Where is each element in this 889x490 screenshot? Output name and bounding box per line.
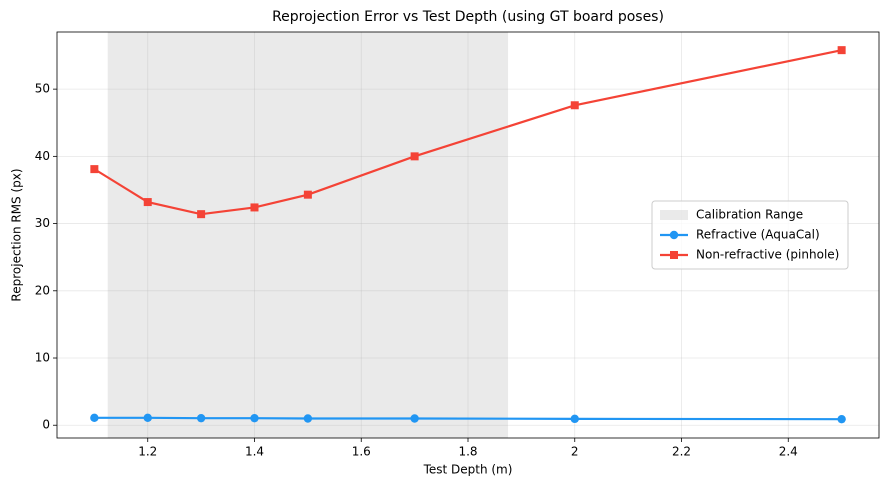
legend-marker	[670, 251, 678, 259]
data-point	[570, 414, 579, 424]
data-point	[303, 414, 313, 423]
y-tick-label: 30	[35, 216, 50, 230]
legend-label: Calibration Range	[696, 208, 803, 222]
data-point	[837, 46, 846, 55]
calibration-span	[107, 32, 509, 438]
data-point	[143, 198, 152, 207]
legend-label: Non-refractive (pinhole)	[696, 248, 839, 262]
y-tick-label: 10	[35, 351, 50, 365]
y-tick-label: 40	[35, 149, 50, 163]
data-point	[303, 190, 312, 199]
data-point	[90, 413, 99, 423]
legend-swatch	[660, 210, 688, 220]
series-line	[94, 416, 842, 421]
x-tick-label: 1.2	[138, 445, 157, 459]
legend-label: Refractive (AquaCal)	[696, 228, 820, 242]
data-point	[143, 413, 152, 423]
data-point	[90, 165, 99, 174]
data-point	[250, 203, 259, 212]
y-tick-label: 20	[35, 283, 50, 297]
x-tick-label: 2.2	[672, 445, 691, 459]
x-tick-label: 1.6	[352, 445, 371, 459]
x-tick-label: 2	[571, 445, 579, 459]
x-tick-label: 2.4	[779, 445, 798, 459]
plot-frame	[56, 31, 880, 439]
y-axis-label: Reprojection RMS (px)	[10, 168, 24, 301]
data-point	[250, 413, 259, 423]
data-point	[837, 414, 846, 424]
data-point	[410, 414, 419, 423]
chart-title: Reprojection Error vs Test Depth (using …	[272, 9, 664, 25]
x-tick-label: 1.4	[245, 445, 264, 459]
x-axis-label: Test Depth (m)	[423, 463, 513, 477]
y-tick-label: 0	[42, 418, 50, 432]
data-point	[410, 152, 419, 161]
x-tick-label: 1.8	[458, 445, 477, 459]
y-tick-label: 50	[35, 82, 50, 96]
legend-box	[651, 200, 849, 270]
legend-marker	[669, 230, 679, 240]
series-line	[93, 49, 842, 216]
data-point	[196, 413, 206, 423]
data-point	[570, 101, 579, 110]
data-point	[197, 210, 206, 219]
